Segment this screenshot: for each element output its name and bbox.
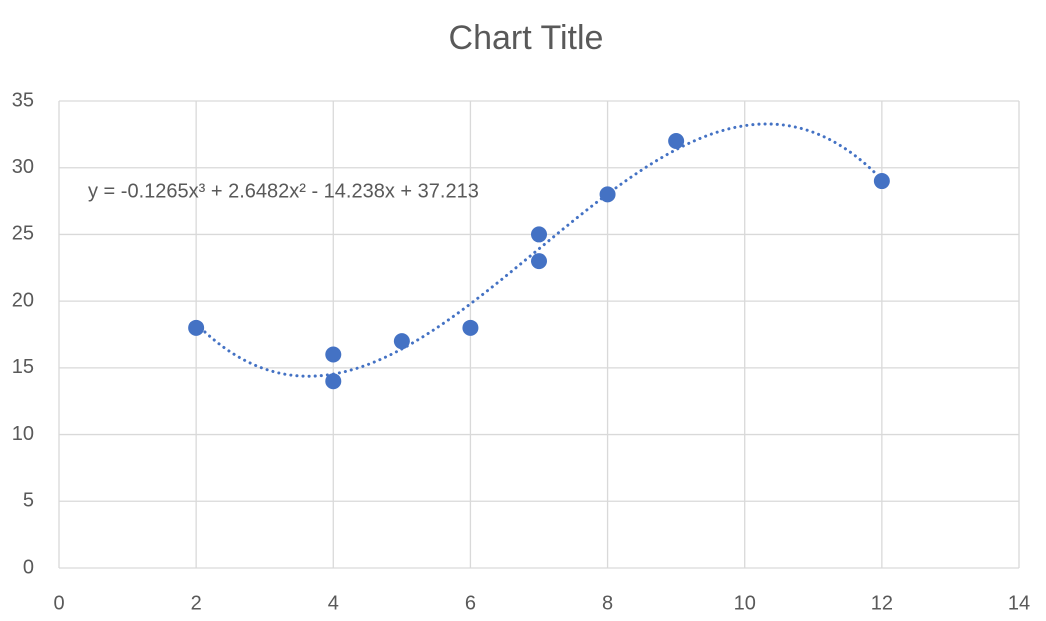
y-tick-label: 0	[23, 556, 34, 578]
x-tick-label: 6	[465, 592, 476, 614]
point	[599, 186, 616, 203]
x-tick-label: 10	[734, 592, 756, 614]
point	[531, 253, 547, 270]
y-tick-label: 15	[12, 356, 34, 378]
point	[393, 333, 410, 350]
y-tick-label: 20	[12, 289, 34, 311]
y-tick-label: 35	[12, 89, 34, 111]
point	[188, 319, 205, 336]
x-tick-label: 2	[191, 592, 202, 614]
point	[462, 319, 479, 336]
y-tick-label: 25	[12, 223, 34, 245]
y-tick-label: 30	[12, 156, 34, 178]
x-tick-label: 14	[1008, 592, 1030, 614]
trendline-equation: y = -0.1265x³ + 2.6482x² - 14.238x + 37.…	[88, 180, 479, 202]
y-tick-label: 5	[23, 490, 34, 512]
point	[668, 133, 685, 150]
point	[325, 373, 342, 390]
x-tick-label: 8	[602, 592, 613, 614]
point	[325, 346, 342, 363]
x-tick-label: 4	[328, 592, 339, 614]
chart-title: Chart Title	[449, 19, 604, 57]
point	[531, 226, 547, 243]
x-tick-label: 0	[53, 592, 64, 614]
y-tick-label: 10	[12, 423, 34, 445]
trendline	[194, 122, 884, 378]
point	[873, 173, 890, 190]
x-tick-label: 12	[871, 592, 893, 614]
